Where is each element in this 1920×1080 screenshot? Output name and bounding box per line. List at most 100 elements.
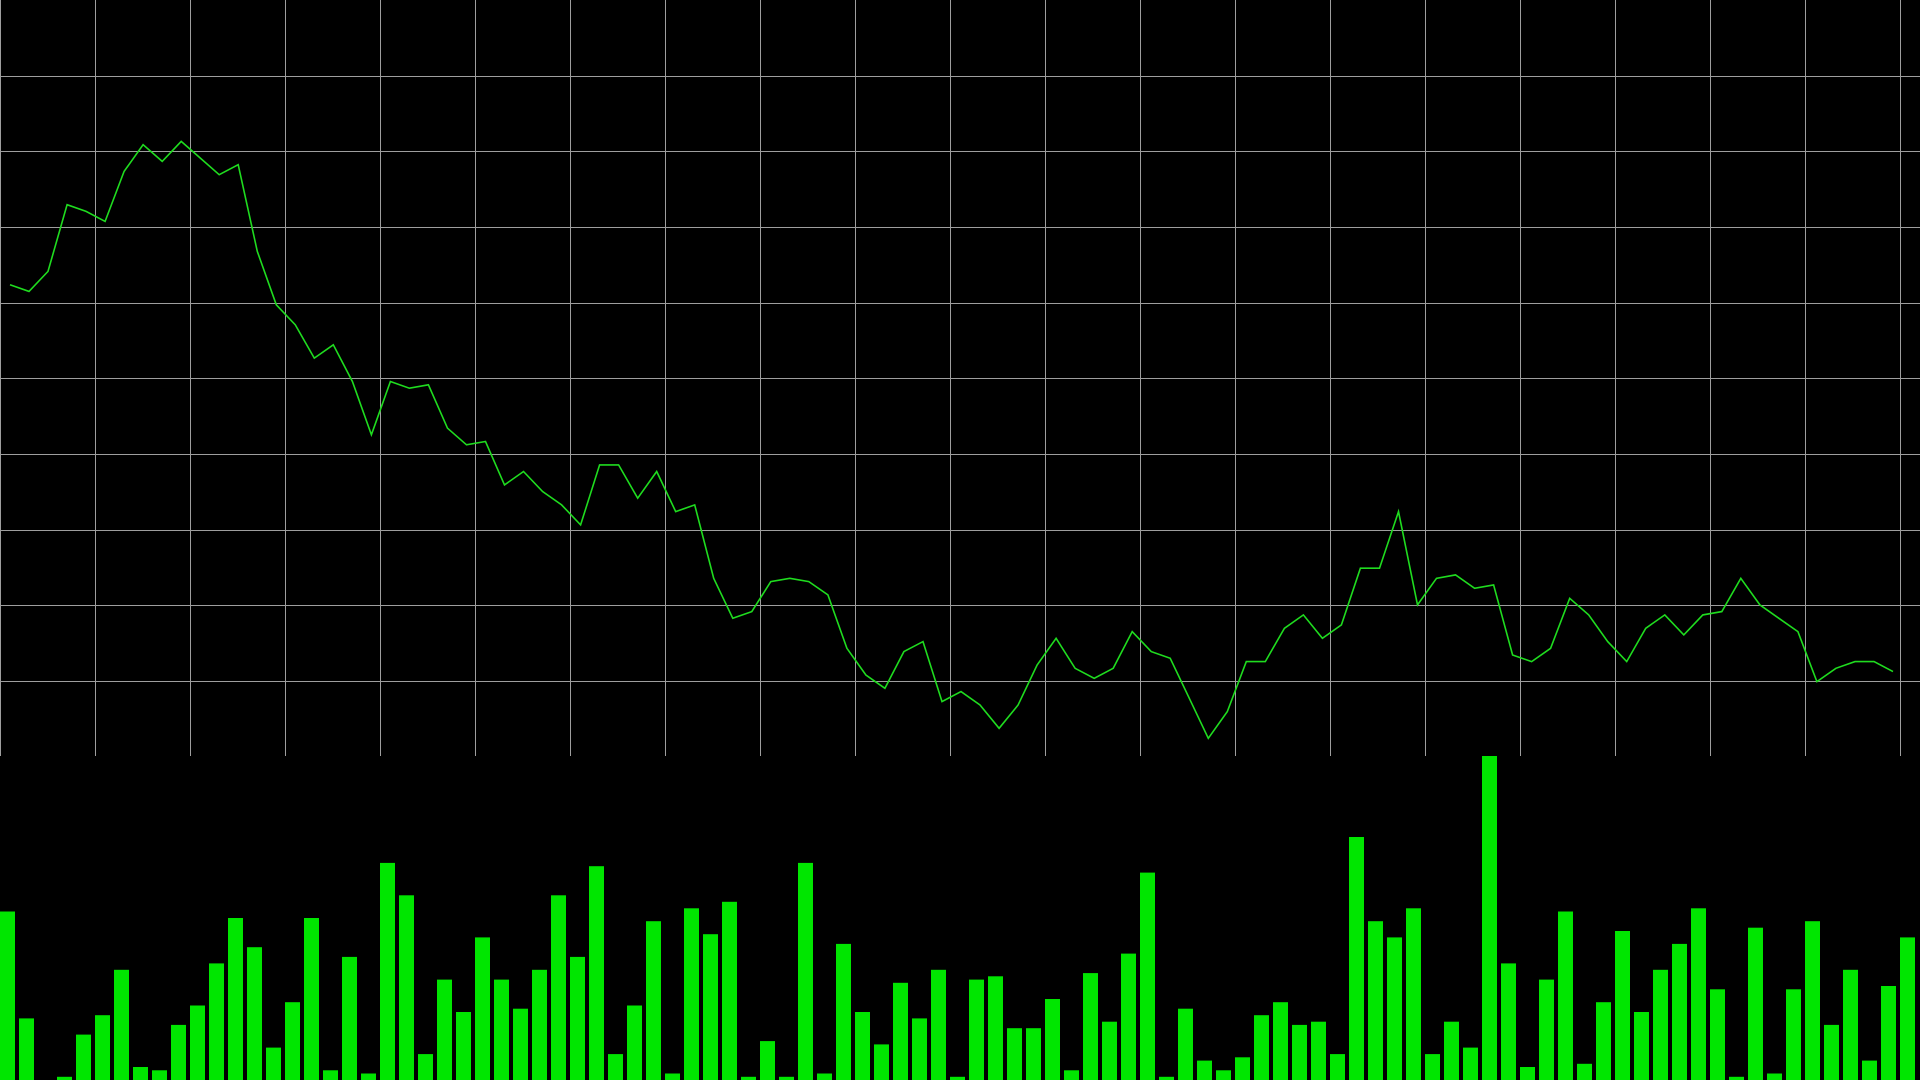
volume-bar [133, 1067, 148, 1080]
volume-bar [323, 1070, 338, 1080]
volume-bar [589, 866, 604, 1080]
volume-bar [1558, 911, 1573, 1080]
volume-bar [1197, 1060, 1212, 1080]
volume-bar [19, 1018, 34, 1080]
volume-bar [1235, 1057, 1250, 1080]
volume-bar [1881, 986, 1896, 1080]
volume-bar [1330, 1054, 1345, 1080]
volume-bar [1406, 908, 1421, 1080]
volume-bar [551, 895, 566, 1080]
volume-bar [1444, 1021, 1459, 1080]
volume-bar [1786, 989, 1801, 1080]
volume-bar [741, 1076, 756, 1080]
volume-bar [76, 1034, 91, 1080]
volume-bar [1615, 931, 1630, 1080]
volume-bar [1577, 1063, 1592, 1080]
volume-bar [931, 969, 946, 1080]
volume-bar [266, 1047, 281, 1080]
volume-bar [1900, 937, 1915, 1080]
volume-bar [1311, 1021, 1326, 1080]
volume-bar [475, 937, 490, 1080]
volume-bar [247, 947, 262, 1080]
volume-bar [646, 921, 661, 1080]
volume-bar [285, 1002, 300, 1080]
volume-bar [1748, 927, 1763, 1080]
volume-bar [1349, 837, 1364, 1080]
volume-bar [1539, 979, 1554, 1080]
volume-bar [1767, 1073, 1782, 1080]
volume-bar [437, 979, 452, 1080]
volume-bar-panel [0, 756, 1915, 1080]
volume-bar [1691, 908, 1706, 1080]
volume-bar [1843, 969, 1858, 1080]
volume-bar [1710, 989, 1725, 1080]
volume-bar [1159, 1076, 1174, 1080]
volume-bar [1463, 1047, 1478, 1080]
volume-bar [399, 895, 414, 1080]
volume-bar [456, 1012, 471, 1080]
volume-bar [627, 1005, 642, 1080]
volume-bar [969, 979, 984, 1080]
volume-bar [703, 934, 718, 1080]
volume-bar [1273, 1002, 1288, 1080]
volume-bar [1634, 1012, 1649, 1080]
volume-bar [494, 979, 509, 1080]
volume-bar [361, 1073, 376, 1080]
volume-bar [779, 1076, 794, 1080]
volume-bar [1292, 1024, 1307, 1080]
volume-bar [1501, 963, 1516, 1080]
volume-bar [855, 1012, 870, 1080]
price-line-panel [9, 140, 1894, 740]
volume-bar [1140, 872, 1155, 1080]
volume-bar [1121, 953, 1136, 1080]
volume-bar [532, 969, 547, 1080]
volume-bar [1596, 1002, 1611, 1080]
volume-bar [950, 1076, 965, 1080]
volume-bar [893, 982, 908, 1080]
volume-bar [1216, 1070, 1231, 1080]
volume-bar [665, 1073, 680, 1080]
volume-bar [304, 918, 319, 1080]
volume-bar [1254, 1015, 1269, 1080]
volume-bar [798, 862, 813, 1080]
volume-bar [57, 1076, 72, 1080]
volume-bar [1862, 1060, 1877, 1080]
volume-bar [760, 1041, 775, 1080]
grid-layer [0, 0, 1920, 756]
volume-bar [1064, 1070, 1079, 1080]
volume-bar [1007, 1028, 1022, 1080]
volume-bar [171, 1024, 186, 1080]
series-line [9, 140, 1894, 740]
volume-bar [874, 1044, 889, 1080]
volume-bar [190, 1005, 205, 1080]
volume-bar [342, 956, 357, 1080]
volume-bar [912, 1018, 927, 1080]
volume-bar [209, 963, 224, 1080]
volume-bar [1520, 1067, 1535, 1080]
volume-bar [1729, 1076, 1744, 1080]
volume-bar [95, 1015, 110, 1080]
volume-bar [1824, 1024, 1839, 1080]
volume-bar [1653, 969, 1668, 1080]
volume-bar [1102, 1021, 1117, 1080]
volume-bar [1387, 937, 1402, 1080]
volume-bar [114, 969, 129, 1080]
volume-bar [1425, 1054, 1440, 1080]
volume-bar [684, 908, 699, 1080]
volume-bar [1026, 1028, 1041, 1080]
volume-bar [0, 911, 15, 1080]
volume-bar [608, 1054, 623, 1080]
volume-bar [418, 1054, 433, 1080]
volume-bar [817, 1073, 832, 1080]
volume-bar [228, 918, 243, 1080]
volume-bar [988, 976, 1003, 1080]
volume-bar [1805, 921, 1820, 1080]
volume-bar [1083, 973, 1098, 1080]
volume-bar [570, 956, 585, 1080]
volume-bar [380, 862, 395, 1080]
volume-bar [152, 1070, 167, 1080]
volume-bar [513, 1008, 528, 1080]
